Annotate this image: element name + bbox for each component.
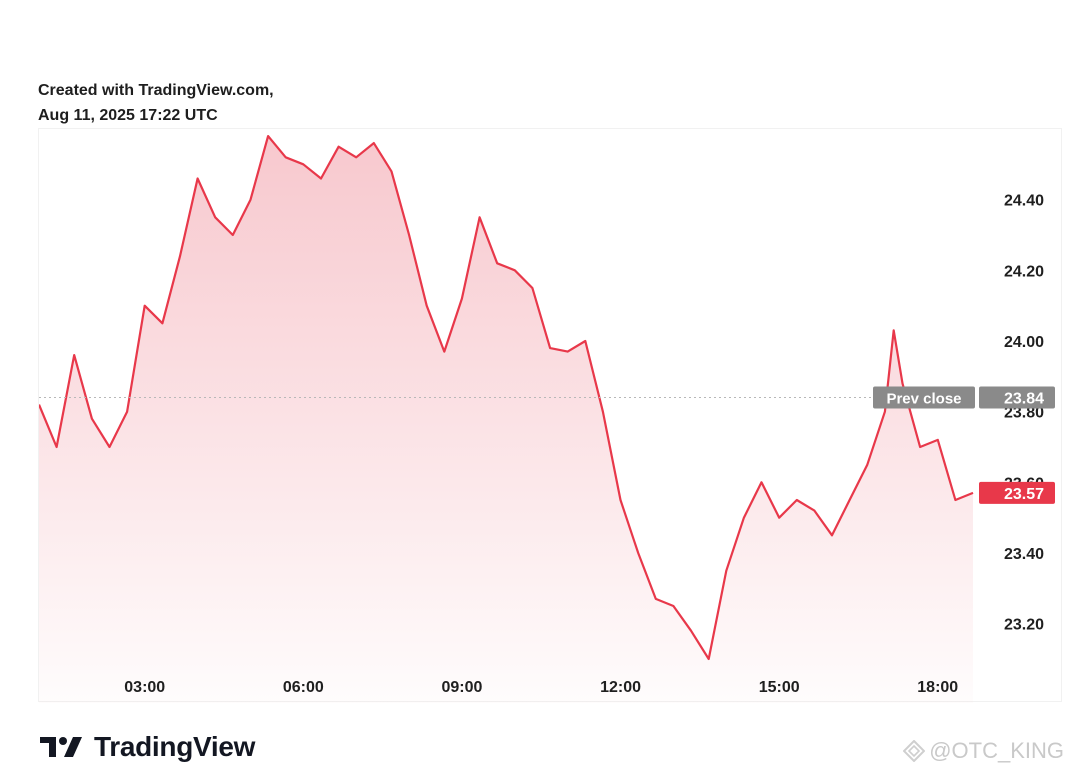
x-tick-label: 15:00 — [759, 679, 800, 696]
chart-frame: 24.4024.2024.0023.8023.6023.4023.2003:00… — [38, 128, 1062, 703]
timestamp-text: Aug 11, 2025 17:22 UTC — [38, 107, 218, 124]
y-tick-label: 23.40 — [1004, 546, 1044, 563]
watermark-text: @OTC_KING — [929, 738, 1064, 763]
x-tick-label: 12:00 — [600, 679, 641, 696]
last-price-badge — [979, 481, 1055, 504]
price-area-fill — [39, 136, 973, 703]
prev-close-value: 23.84 — [1004, 391, 1044, 408]
created-with-text: Created with TradingView.com, — [38, 82, 274, 99]
tradingview-logo: TradingView — [40, 729, 255, 765]
x-tick-label: 18:00 — [917, 679, 958, 696]
y-tick-label: 24.40 — [1004, 193, 1044, 210]
x-tick-label: 06:00 — [283, 679, 324, 696]
y-tick-label: 23.20 — [1004, 617, 1044, 634]
y-tick-label: 23.80 — [1004, 405, 1044, 422]
x-tick-label: 03:00 — [124, 679, 165, 696]
last-price-value: 23.57 — [1004, 486, 1044, 503]
prev-close-label: Prev close — [886, 391, 961, 408]
chart-header: Created with TradingView.com, Aug 11, 20… — [38, 78, 274, 128]
tradingview-logo-icon — [40, 737, 82, 757]
y-tick-label: 24.00 — [1004, 334, 1044, 351]
price-chart: 24.4024.2024.0023.8023.6023.4023.2003:00… — [39, 135, 1055, 703]
x-tick-label: 09:00 — [441, 679, 482, 696]
price-line — [39, 135, 974, 661]
brand-name: TradingView — [94, 731, 256, 762]
prev-close-label-badge — [873, 386, 975, 409]
y-tick-label: 24.20 — [1004, 263, 1044, 280]
diamond-logo-icon — [903, 740, 926, 762]
watermark: @OTC_KING — [903, 738, 1064, 764]
prev-close-value-badge — [979, 386, 1055, 409]
